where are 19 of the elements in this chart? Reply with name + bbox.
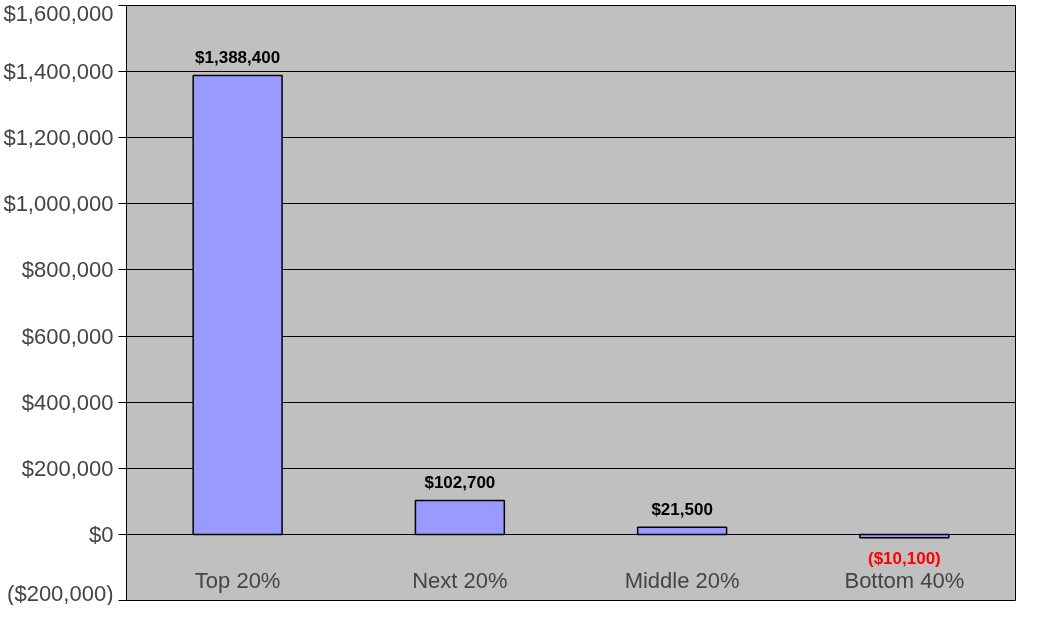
y-tick-label: $0 [89,521,114,547]
x-tick-label: Middle 20% [624,568,740,594]
y-tick-label: $1,200,000 [3,125,114,151]
x-tick-label: Next 20% [412,568,508,594]
data-label: $21,500 [651,499,713,519]
y-tick-label: ($200,000) [7,580,114,606]
data-label: $102,700 [424,473,496,493]
y-tick-label: $600,000 [21,323,114,349]
data-label: $1,388,400 [195,48,281,68]
x-tick-label: Bottom 40% [844,568,965,594]
y-tick-label: $800,000 [21,257,114,283]
y-tick-label: $1,400,000 [3,59,114,85]
y-tick-label: $400,000 [21,389,114,415]
x-tick-label: Top 20% [194,568,281,594]
bar [414,499,506,536]
y-tick-label: $1,000,000 [3,191,114,217]
y-tick-label: $1,600,000 [3,0,114,26]
y-tick-label: $200,000 [21,455,114,481]
data-label: ($10,100) [867,549,941,569]
